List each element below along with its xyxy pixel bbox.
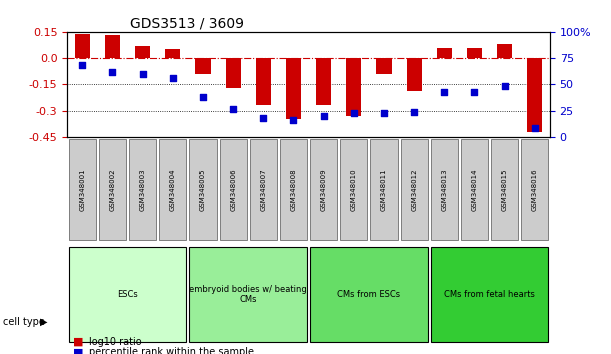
Text: log10 ratio: log10 ratio <box>89 337 141 347</box>
Point <box>258 115 268 121</box>
Text: GSM348009: GSM348009 <box>321 168 327 211</box>
FancyBboxPatch shape <box>340 139 367 240</box>
Point <box>168 75 178 81</box>
Bar <box>135 46 150 58</box>
Text: ESCs: ESCs <box>117 290 138 299</box>
FancyBboxPatch shape <box>431 247 549 342</box>
Point <box>288 117 298 123</box>
Bar <box>256 58 271 105</box>
Point <box>439 89 449 95</box>
Point <box>379 110 389 115</box>
Bar <box>437 47 452 58</box>
Text: GSM348010: GSM348010 <box>351 168 357 211</box>
Bar <box>196 58 211 74</box>
Point <box>137 71 147 77</box>
Bar <box>316 58 331 105</box>
Point <box>319 113 329 119</box>
Text: percentile rank within the sample: percentile rank within the sample <box>89 347 254 354</box>
Text: GSM348016: GSM348016 <box>532 168 538 211</box>
Bar <box>376 58 392 74</box>
Point <box>530 126 540 131</box>
Point <box>349 110 359 115</box>
Point <box>108 69 117 75</box>
Bar <box>467 47 482 58</box>
Text: CMs from ESCs: CMs from ESCs <box>337 290 400 299</box>
Point <box>470 89 480 95</box>
FancyBboxPatch shape <box>99 139 126 240</box>
Text: GSM348002: GSM348002 <box>109 168 115 211</box>
Bar <box>406 58 422 91</box>
Text: ■: ■ <box>73 347 84 354</box>
Text: ■: ■ <box>73 337 84 347</box>
Text: GSM348006: GSM348006 <box>230 168 236 211</box>
Point <box>500 84 510 89</box>
FancyBboxPatch shape <box>461 139 488 240</box>
FancyBboxPatch shape <box>431 139 458 240</box>
FancyBboxPatch shape <box>280 139 307 240</box>
FancyBboxPatch shape <box>159 139 186 240</box>
Text: GSM348004: GSM348004 <box>170 168 176 211</box>
Text: GSM348015: GSM348015 <box>502 168 508 211</box>
Bar <box>346 58 361 116</box>
FancyBboxPatch shape <box>370 139 398 240</box>
Bar <box>497 44 512 58</box>
Text: GSM348014: GSM348014 <box>472 168 477 211</box>
Text: GSM348001: GSM348001 <box>79 168 86 211</box>
Bar <box>105 35 120 58</box>
Text: GSM348012: GSM348012 <box>411 168 417 211</box>
FancyBboxPatch shape <box>219 139 247 240</box>
Point <box>78 63 87 68</box>
FancyBboxPatch shape <box>189 139 216 240</box>
Text: embryoid bodies w/ beating
CMs: embryoid bodies w/ beating CMs <box>189 285 307 304</box>
Point <box>198 94 208 100</box>
Bar <box>225 58 241 88</box>
Text: GSM348013: GSM348013 <box>441 168 447 211</box>
FancyBboxPatch shape <box>129 139 156 240</box>
Text: ▶: ▶ <box>40 317 47 327</box>
Text: GSM348005: GSM348005 <box>200 168 206 211</box>
FancyBboxPatch shape <box>189 247 307 342</box>
FancyBboxPatch shape <box>68 139 96 240</box>
FancyBboxPatch shape <box>310 247 428 342</box>
FancyBboxPatch shape <box>68 247 186 342</box>
Bar <box>75 34 90 58</box>
Text: GDS3513 / 3609: GDS3513 / 3609 <box>130 17 244 31</box>
FancyBboxPatch shape <box>310 139 337 240</box>
Text: CMs from fetal hearts: CMs from fetal hearts <box>444 290 535 299</box>
Bar <box>165 49 180 58</box>
Text: GSM348003: GSM348003 <box>140 168 145 211</box>
FancyBboxPatch shape <box>401 139 428 240</box>
FancyBboxPatch shape <box>491 139 518 240</box>
FancyBboxPatch shape <box>521 139 549 240</box>
Text: GSM348008: GSM348008 <box>290 168 296 211</box>
Point <box>229 106 238 112</box>
Bar <box>286 58 301 119</box>
Bar <box>527 58 543 132</box>
Text: GSM348007: GSM348007 <box>260 168 266 211</box>
Text: cell type: cell type <box>3 317 45 327</box>
Point <box>409 109 419 114</box>
Text: GSM348011: GSM348011 <box>381 168 387 211</box>
FancyBboxPatch shape <box>250 139 277 240</box>
